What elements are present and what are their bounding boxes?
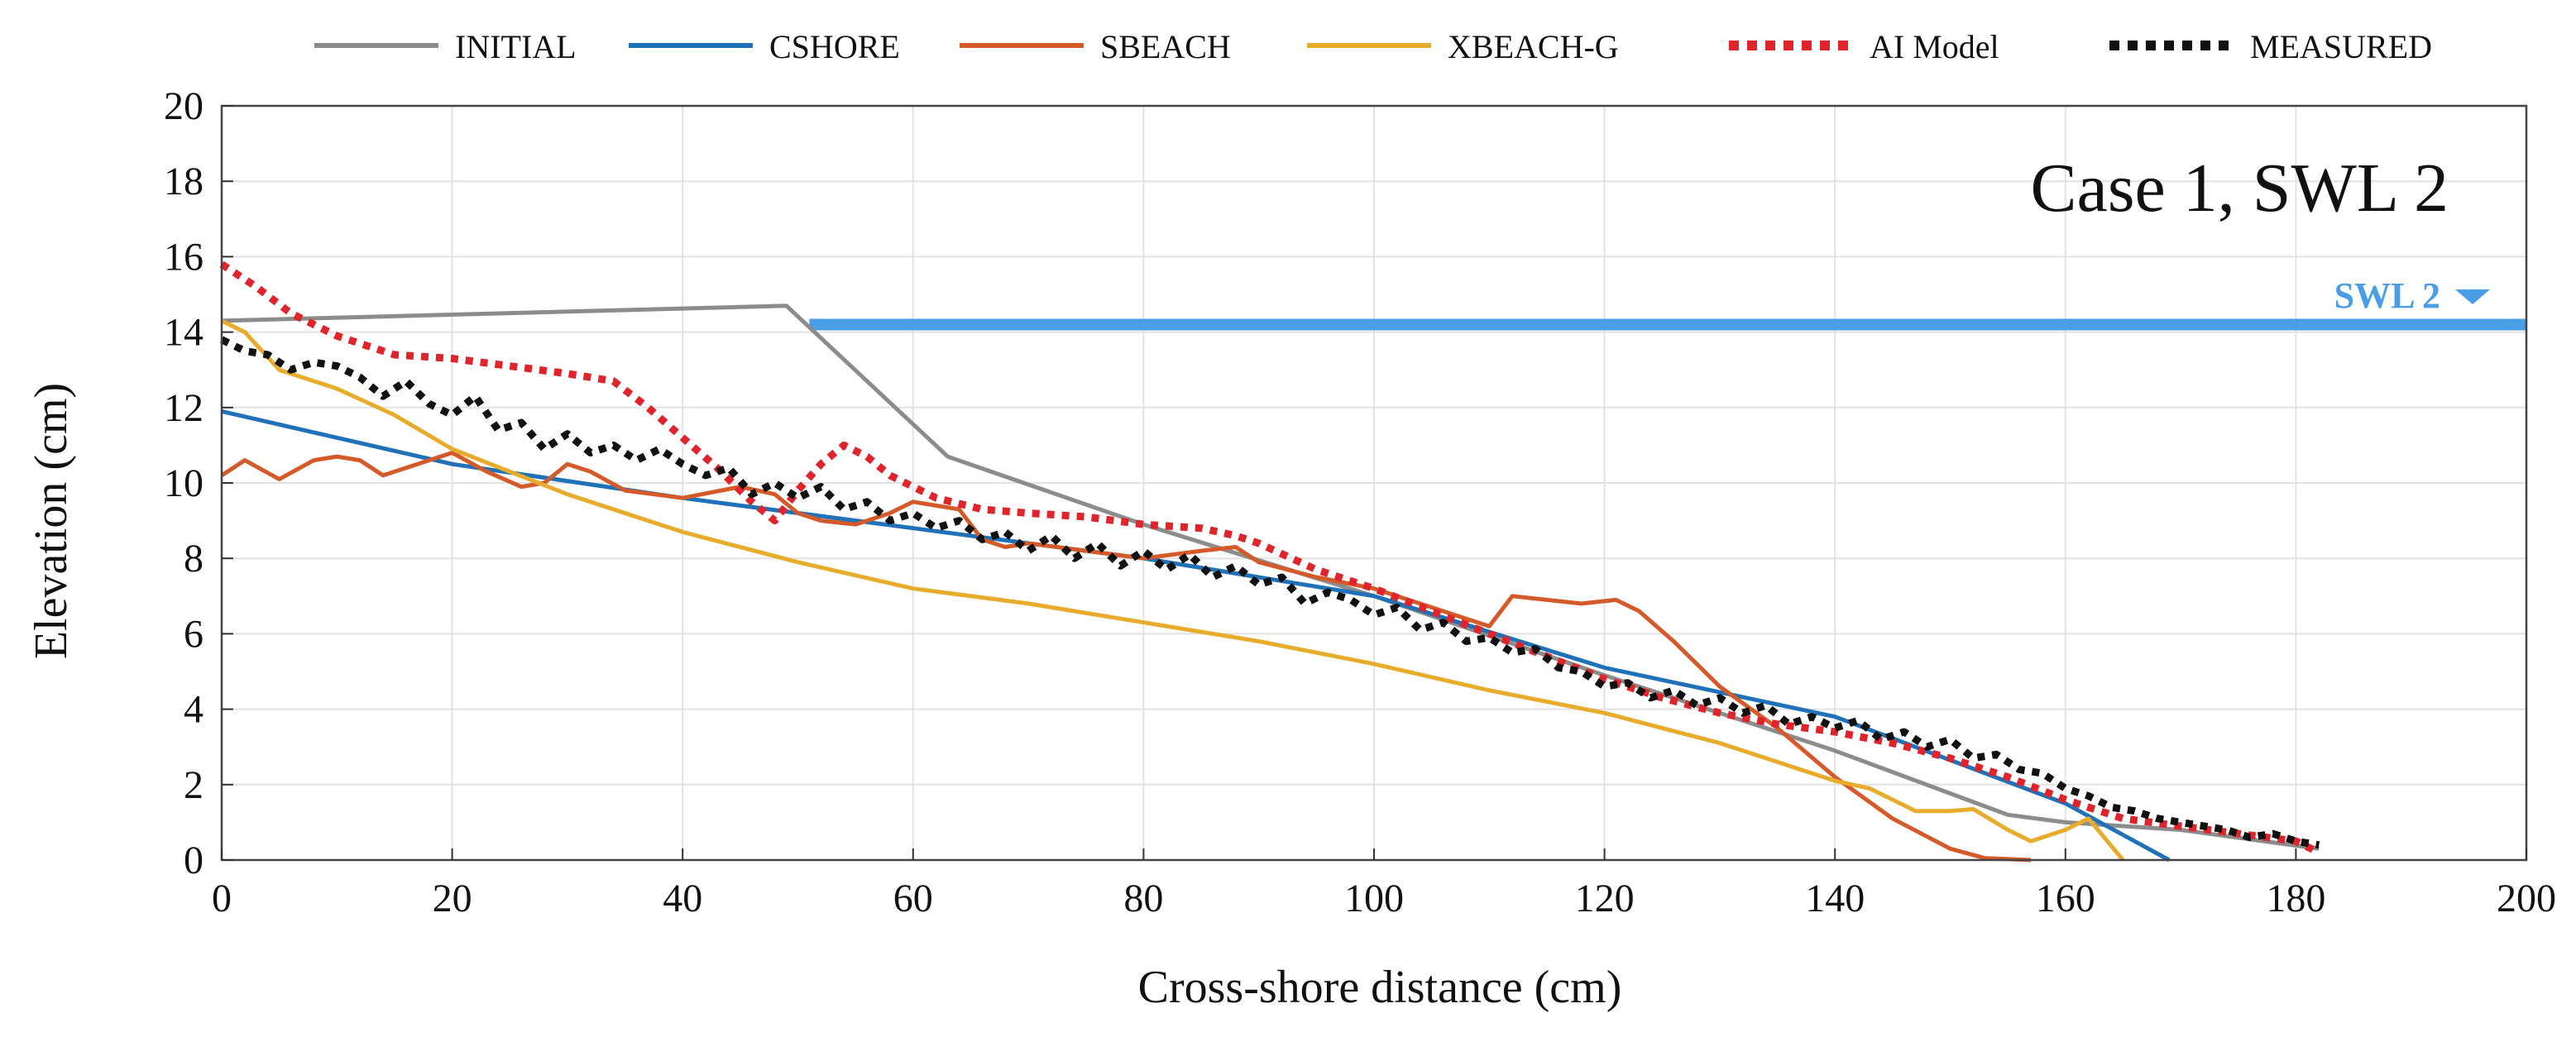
swl-label: SWL 2 (2334, 275, 2440, 316)
y-tick-label: 12 (164, 386, 203, 430)
y-tick-label: 2 (184, 763, 203, 807)
legend-label-sbeach: SBEACH (1100, 28, 1231, 65)
x-tick-label: 0 (212, 877, 232, 920)
x-tick-label: 160 (2036, 877, 2095, 920)
y-tick-label: 18 (164, 160, 203, 203)
legend-label-initial: INITIAL (455, 28, 577, 65)
xbeach-g-line (220, 318, 2125, 862)
y-tick-label: 20 (164, 84, 203, 128)
x-tick-label: 140 (1805, 877, 1865, 920)
x-tick-label: 20 (433, 877, 472, 920)
x-tick-label: 60 (893, 877, 933, 920)
swl-marker-icon (2455, 289, 2490, 304)
legend-label-xbeach-g: XBEACH-G (1448, 28, 1619, 65)
y-tick-label: 0 (184, 839, 203, 882)
y-tick-label: 14 (164, 311, 203, 355)
y-tick-label: 16 (164, 235, 203, 279)
legend-label-cshore: CSHORE (769, 28, 900, 65)
y-tick-label: 8 (184, 537, 203, 581)
y-tick-label: 10 (164, 461, 203, 505)
x-axis-label: Cross-shore distance (cm) (1138, 962, 1622, 1013)
y-axis-label: Elevation (cm) (26, 383, 77, 659)
x-tick-label: 120 (1575, 877, 1635, 920)
x-tick-label: 100 (1344, 877, 1404, 920)
x-tick-label: 180 (2266, 877, 2325, 920)
y-tick-label: 6 (184, 612, 203, 656)
y-tick-label: 4 (184, 688, 203, 732)
measured-line (220, 336, 2320, 849)
x-tick-label: 200 (2497, 877, 2556, 920)
x-tick-label: 80 (1123, 877, 1163, 920)
sbeach-line (220, 451, 2032, 863)
legend-label-ai-model: AI Model (1870, 28, 1999, 65)
x-tick-label: 40 (663, 877, 702, 920)
ai-model-line (219, 260, 2321, 856)
legend-label-measured: MEASURED (2250, 28, 2432, 65)
case-annotation: Case 1, SWL 2 (2031, 150, 2449, 227)
